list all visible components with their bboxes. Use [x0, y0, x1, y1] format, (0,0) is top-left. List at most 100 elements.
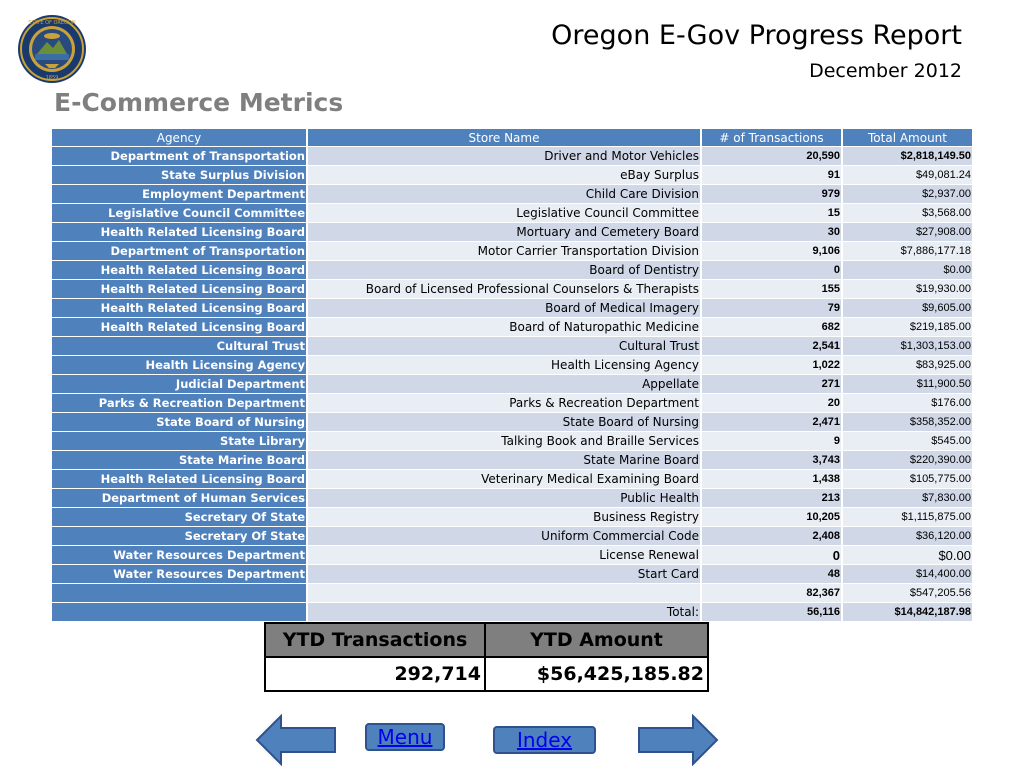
agency-cell: Department of Transportation	[52, 241, 308, 261]
table-row: State Board of Nursing State Board of Nur…	[52, 412, 974, 432]
table-row: Water Resources Department License Renewa…	[52, 545, 974, 565]
table-row: State Library Talking Book and Braille Se…	[52, 431, 974, 451]
transactions-cell: 0	[701, 260, 843, 280]
store-name-cell: Mortuary and Cemetery Board	[307, 222, 702, 242]
svg-text:1859: 1859	[46, 75, 59, 81]
store-name-cell: Talking Book and Braille Services	[307, 431, 702, 451]
agency-cell	[52, 602, 308, 622]
agency-cell: State Board of Nursing	[52, 412, 308, 432]
transactions-cell: 155	[701, 279, 843, 299]
store-name-cell: Child Care Division	[307, 184, 702, 204]
menu-button[interactable]: Menu	[365, 723, 445, 751]
amount-cell: $1,115,875.00	[842, 507, 974, 527]
index-button[interactable]: Index	[493, 726, 596, 754]
column-header-total-amount: Total Amount	[842, 129, 974, 147]
agency-cell: Legislative Council Committee	[52, 203, 308, 223]
amount-cell: $176.00	[842, 393, 974, 413]
transactions-cell: 2,471	[701, 412, 843, 432]
amount-cell: $83,925.00	[842, 355, 974, 375]
amount-cell: $0.00	[842, 260, 974, 280]
agency-cell: Cultural Trust	[52, 336, 308, 356]
amount-cell: $7,886,177.18	[842, 241, 974, 261]
amount-cell: $358,352.00	[842, 412, 974, 432]
transactions-cell: 20	[701, 393, 843, 413]
table-row: Judicial Department Appellate 271 $11,900.5…	[52, 374, 974, 394]
transactions-cell: 10,205	[701, 507, 843, 527]
amount-cell: $7,830.00	[842, 488, 974, 508]
agency-cell: Secretary Of State	[52, 526, 308, 546]
agency-cell: Health Licensing Agency	[52, 355, 308, 375]
right-arrow-icon[interactable]	[637, 714, 719, 766]
agency-cell: Department of Human Services	[52, 488, 308, 508]
ytd-transactions-value: 292,714	[264, 656, 486, 692]
agency-cell: Water Resources Department	[52, 564, 308, 584]
agency-cell: Judicial Department	[52, 374, 308, 394]
table-row: Health Related Licensing Board Board of M…	[52, 298, 974, 318]
left-arrow-icon[interactable]	[255, 714, 337, 766]
amount-cell: $0.00	[842, 545, 974, 565]
table-row: Health Related Licensing Board Board of L…	[52, 279, 974, 299]
transactions-cell: 20,590	[701, 146, 843, 166]
store-name-cell: eBay Surplus	[307, 165, 702, 185]
agency-cell: Health Related Licensing Board	[52, 279, 308, 299]
ytd-transactions-label: YTD Transactions	[264, 622, 486, 658]
table-row: Water Resources Department Start Card 48 $1…	[52, 564, 974, 584]
table-row: 82,367 $547,205.56	[52, 583, 974, 603]
amount-cell: $14,842,187.98	[842, 602, 974, 622]
amount-cell: $2,937.00	[842, 184, 974, 204]
ytd-amount-label: YTD Amount	[484, 622, 709, 658]
store-name-cell: Board of Medical Imagery	[307, 298, 702, 318]
amount-cell: $27,908.00	[842, 222, 974, 242]
store-name-cell: Health Licensing Agency	[307, 355, 702, 375]
report-title: Oregon E-Gov Progress Report	[551, 20, 962, 51]
store-name-cell: Veterinary Medical Examining Board	[307, 469, 702, 489]
ytd-summary-table: YTD Transactions YTD Amount 292,714 $56,…	[264, 622, 709, 692]
transactions-cell: 15	[701, 203, 843, 223]
amount-cell: $11,900.50	[842, 374, 974, 394]
transactions-cell: 48	[701, 564, 843, 584]
report-date: December 2012	[809, 60, 962, 82]
agency-cell: Secretary Of State	[52, 507, 308, 527]
amount-cell: $1,303,153.00	[842, 336, 974, 356]
transactions-cell: 82,367	[701, 583, 843, 603]
table-row: Department of Transportation Motor Carrie…	[52, 241, 974, 261]
agency-cell	[52, 583, 308, 603]
transactions-cell: 2,408	[701, 526, 843, 546]
column-header-store-name: Store Name	[307, 129, 702, 147]
agency-cell: Department of Transportation	[52, 146, 308, 166]
store-name-cell: Motor Carrier Transportation Division	[307, 241, 702, 261]
table-header-row: Agency Store Name # of Transactions Tota…	[52, 129, 974, 147]
agency-cell: Parks & Recreation Department	[52, 393, 308, 413]
store-name-cell: Legislative Council Committee	[307, 203, 702, 223]
store-name-cell: Public Health	[307, 488, 702, 508]
table-row: Secretary Of State Uniform Commercial Cod…	[52, 526, 974, 546]
agency-cell: State Surplus Division	[52, 165, 308, 185]
transactions-cell: 3,743	[701, 450, 843, 470]
store-name-cell: Driver and Motor Vehicles	[307, 146, 702, 166]
amount-cell: $3,568.00	[842, 203, 974, 223]
amount-cell: $219,185.00	[842, 317, 974, 337]
column-header-transactions: # of Transactions	[701, 129, 843, 147]
table-row: Legislative Council Committee Legislative…	[52, 203, 974, 223]
transactions-cell: 213	[701, 488, 843, 508]
section-title: E-Commerce Metrics	[54, 88, 344, 117]
transactions-cell: 79	[701, 298, 843, 318]
amount-cell: $545.00	[842, 431, 974, 451]
transactions-cell: 30	[701, 222, 843, 242]
store-name-cell: Business Registry	[307, 507, 702, 527]
table-row: Department of Transportation Driver and M…	[52, 146, 974, 166]
table-row: Parks & Recreation Department Parks & Rec…	[52, 393, 974, 413]
table-row: Health Related Licensing Board Veterinary…	[52, 469, 974, 489]
store-name-cell: Cultural Trust	[307, 336, 702, 356]
transactions-cell: 271	[701, 374, 843, 394]
ecommerce-metrics-table: Agency Store Name # of Transactions Tota…	[52, 129, 974, 622]
transactions-cell: 979	[701, 184, 843, 204]
table-row: Total: 56,116 $14,842,187.98	[52, 602, 974, 622]
agency-cell: Health Related Licensing Board	[52, 260, 308, 280]
transactions-cell: 682	[701, 317, 843, 337]
amount-cell: $547,205.56	[842, 583, 974, 603]
amount-cell: $220,390.00	[842, 450, 974, 470]
table-row: Health Related Licensing Board Mortuary a…	[52, 222, 974, 242]
table-row: State Marine Board State Marine Board 3,74…	[52, 450, 974, 470]
amount-cell: $2,818,149.50	[842, 146, 974, 166]
